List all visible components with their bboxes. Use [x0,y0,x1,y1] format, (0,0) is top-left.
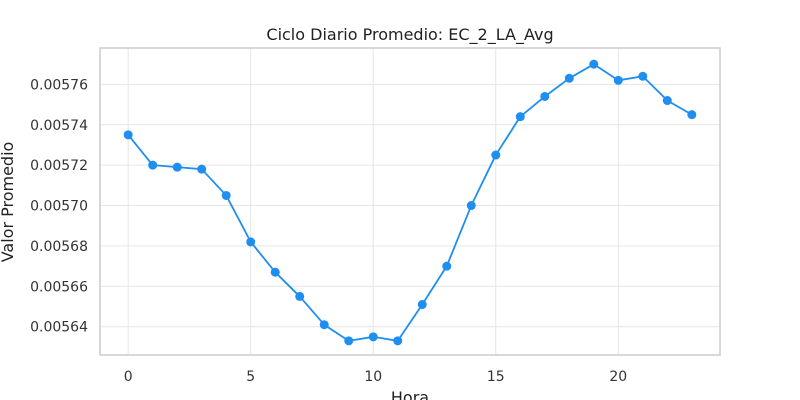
y-tick-label: 0.00572 [30,158,88,174]
data-point [564,73,574,83]
data-point [393,336,403,346]
data-point [246,237,256,247]
data-point [344,336,354,346]
data-point [687,110,697,120]
data-point [613,75,623,85]
series-layer [123,59,697,346]
x-axis-label: Hora [391,388,429,400]
data-point [417,300,427,310]
grid-layer [100,48,720,355]
data-point [540,91,550,101]
y-tick-label: 0.00570 [30,199,88,215]
y-tick-label: 0.00574 [30,118,88,134]
x-tick-label: 10 [364,369,382,385]
chart-title: Ciclo Diario Promedio: EC_2_LA_Avg [266,25,553,45]
y-axis-label: Valor Promedio [0,142,17,263]
y-tick-label: 0.00564 [30,320,88,336]
data-point [466,201,476,211]
x-tick-label: 20 [609,369,627,385]
data-point [295,291,305,301]
data-point [515,112,525,122]
data-point [319,320,329,330]
data-point [662,96,672,106]
data-point [148,160,158,170]
data-point [589,59,599,69]
x-tick-label: 15 [487,369,505,385]
x-tick-labels: 0 5 10 15 20 [124,369,627,385]
y-tick-labels: 0.00564 0.00566 0.00568 0.00570 0.00572 0.005… [30,77,88,335]
data-point [491,150,501,160]
y-tick-label: 0.00566 [30,279,88,295]
data-point [442,261,452,271]
y-tick-label: 0.00568 [30,239,88,255]
data-point [172,162,182,172]
y-tick-label: 0.00576 [30,77,88,93]
x-tick-label: 0 [124,369,133,385]
series-line [127,63,693,342]
data-point [221,190,231,200]
data-point [270,267,280,277]
x-tick-label: 5 [246,369,255,385]
data-point [197,164,207,174]
data-point [638,71,648,81]
plot-frame [99,47,721,356]
data-point [368,332,378,342]
data-point [123,130,133,140]
